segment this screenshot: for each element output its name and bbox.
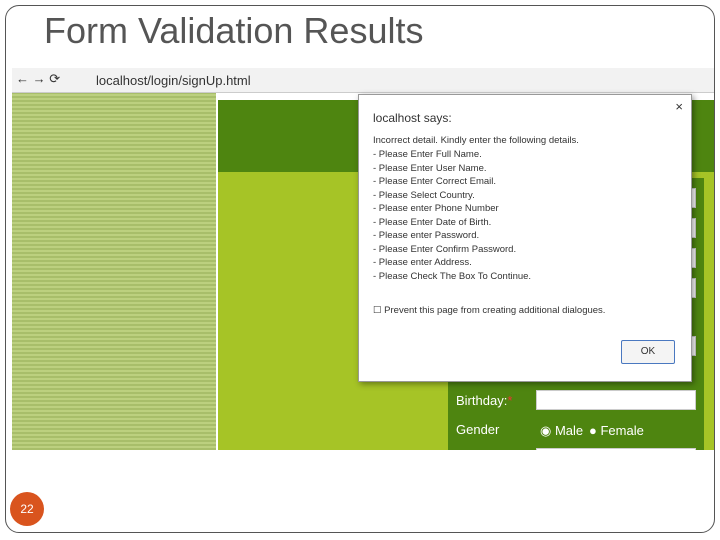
browser-bar: ← → ⟳ localhost/login/signUp.html	[12, 68, 714, 93]
slide-frame	[5, 5, 715, 533]
female-option[interactable]: ● Female	[589, 423, 644, 438]
ok-button[interactable]: OK	[621, 340, 675, 364]
male-text: Male	[554, 423, 584, 438]
dialog-title: localhost says:	[373, 111, 452, 125]
message: - Please Enter Full Name.	[373, 149, 482, 160]
message: - Please Enter Correct Email.	[373, 176, 497, 187]
nav-buttons[interactable]: ← → ⟳	[16, 71, 61, 86]
message: - Please Enter User Name.	[373, 162, 487, 174]
message: - Please Enter Confirm Password.	[373, 243, 517, 255]
alert-dialog: localhost says: × Incorrect detail. Kind…	[358, 94, 692, 382]
page-number: 22	[10, 492, 44, 526]
url[interactable]: localhost/login/signUp.html	[96, 73, 251, 88]
close-button[interactable]: ×	[675, 99, 683, 114]
screenshot: ← → ⟳ localhost/login/signUp.html Birthd…	[12, 68, 714, 450]
input[interactable]	[536, 448, 696, 450]
message: - Please Select Country.	[373, 189, 475, 201]
checkbox-label: Prevent this page from creating addition…	[384, 305, 606, 316]
required-mark: *	[507, 393, 513, 408]
female-text: Female	[600, 423, 644, 438]
birthday-input[interactable]	[536, 390, 696, 410]
message: - Please Enter Date of Birth.	[373, 216, 492, 228]
message: - Please Check The Box To Continue.	[373, 270, 532, 282]
male-option[interactable]: ◉ Male	[540, 423, 584, 438]
checkbox-row[interactable]: ☐ Prevent this page from creating additi…	[373, 305, 606, 316]
gender-label: Gender	[456, 422, 500, 437]
message: - Please enter Phone Number	[373, 203, 499, 214]
dialog-intro: Incorrect detail. Kindly enter the follo…	[373, 135, 579, 146]
slide-title: Form Validation Results	[44, 10, 424, 51]
background-pattern	[12, 93, 216, 450]
message: - Please enter Password.	[373, 230, 480, 241]
message: - Please enter Address.	[373, 257, 472, 268]
birthday-text: Birthday:	[456, 393, 508, 408]
message-list: - Please Enter Full Name. - Please Enter …	[373, 148, 531, 283]
birthday-label: Birthday:*	[456, 393, 512, 408]
